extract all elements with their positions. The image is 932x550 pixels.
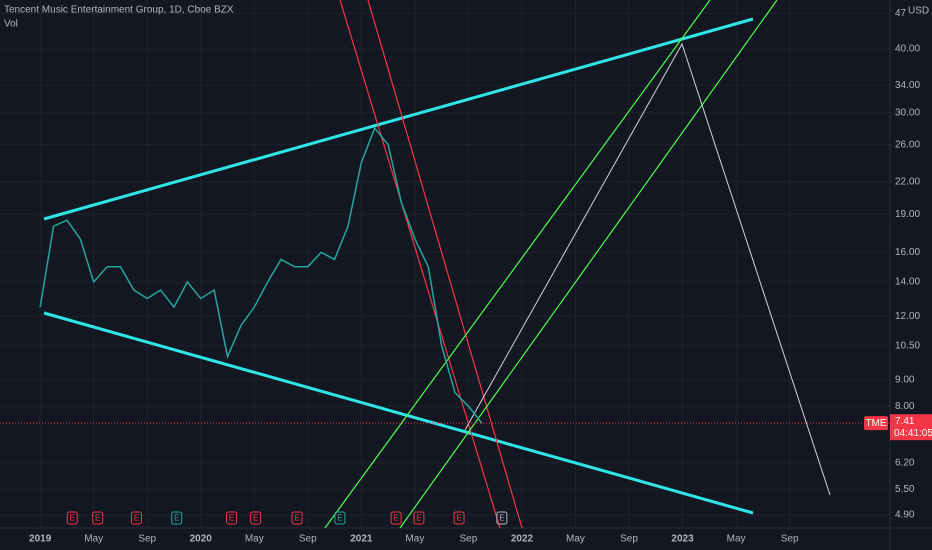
y-tick-label: 8.00 bbox=[895, 401, 915, 412]
grid bbox=[0, 0, 890, 528]
earnings-marker bbox=[226, 511, 238, 525]
y-tick-label: 16.00 bbox=[895, 247, 920, 258]
y-tick-label: 40.00 bbox=[895, 44, 920, 55]
earnings-marker bbox=[250, 511, 262, 525]
y-tick-label: 9.00 bbox=[895, 375, 915, 386]
drawings bbox=[43, 0, 831, 529]
x-tick-label: Sep bbox=[138, 534, 156, 545]
earnings-marker bbox=[496, 511, 508, 525]
earnings-marker bbox=[92, 511, 104, 525]
earnings-label: E bbox=[229, 514, 234, 523]
x-tick-label: May bbox=[84, 534, 103, 545]
y-tick-label: 26.00 bbox=[895, 139, 920, 150]
price-label: 7.41 bbox=[895, 416, 915, 427]
earnings-label: E bbox=[337, 514, 342, 523]
earnings-marker bbox=[390, 511, 402, 525]
chart-subtitle: Vol bbox=[4, 19, 18, 30]
earnings-marker bbox=[131, 511, 143, 525]
trend-line bbox=[367, 0, 523, 529]
trend-line bbox=[43, 17, 754, 221]
y-tick-label: 14.00 bbox=[895, 277, 920, 288]
price-badge bbox=[890, 414, 932, 441]
y-tick-label: 4.90 bbox=[895, 510, 915, 521]
earnings-label: E bbox=[134, 514, 139, 523]
earnings-label: E bbox=[174, 514, 179, 523]
earnings-marker bbox=[291, 511, 303, 525]
y-tick-label: 5.50 bbox=[895, 484, 915, 495]
earnings-marker bbox=[171, 511, 183, 525]
earnings-label: E bbox=[294, 514, 299, 523]
symbol-badge bbox=[864, 416, 888, 431]
trend-line bbox=[399, 0, 778, 529]
y-tick-label: 22.00 bbox=[895, 176, 920, 187]
earnings-marker bbox=[413, 511, 425, 525]
x-tick-label: 2023 bbox=[671, 534, 694, 545]
x-tick-label: 2021 bbox=[350, 534, 373, 545]
earnings-label: E bbox=[253, 514, 258, 523]
trend-line bbox=[43, 311, 754, 515]
chart-title: Tencent Music Entertainment Group, 1D, C… bbox=[4, 5, 234, 16]
y-tick-label: 12.00 bbox=[895, 311, 920, 322]
earnings-label: E bbox=[393, 514, 398, 523]
symbol-label: TME bbox=[865, 418, 886, 429]
y-tick-label: 10.50 bbox=[895, 340, 920, 351]
price-line bbox=[39, 126, 483, 424]
currency-label: USD bbox=[908, 6, 929, 17]
earnings-marker bbox=[453, 511, 465, 525]
earnings-label: E bbox=[70, 514, 75, 523]
y-tick-label: 19.00 bbox=[895, 209, 920, 220]
x-tick-label: May bbox=[245, 534, 264, 545]
x-tick-label: Sep bbox=[620, 534, 638, 545]
x-tick-label: May bbox=[405, 534, 424, 545]
x-tick-label: Sep bbox=[781, 534, 799, 545]
x-tick-label: May bbox=[566, 534, 585, 545]
trend-line bbox=[339, 0, 501, 529]
x-tick-label: 2020 bbox=[190, 534, 213, 545]
x-tick-label: Sep bbox=[299, 534, 317, 545]
projection-line bbox=[464, 42, 831, 496]
y-tick-label: 47 bbox=[895, 8, 907, 19]
earnings-marker bbox=[334, 511, 346, 525]
y-tick-label: 6.20 bbox=[895, 457, 915, 468]
x-tick-label: May bbox=[727, 534, 746, 545]
earnings-label: E bbox=[95, 514, 100, 523]
x-tick-label: 2022 bbox=[511, 534, 534, 545]
x-tick-label: Sep bbox=[460, 534, 478, 545]
earnings-marker bbox=[66, 511, 78, 525]
trend-line bbox=[324, 0, 711, 529]
earnings-label: E bbox=[416, 514, 421, 523]
earnings-label: E bbox=[499, 514, 504, 523]
y-tick-label: 34.00 bbox=[895, 80, 920, 91]
earnings-label: E bbox=[456, 514, 461, 523]
x-tick-label: 2019 bbox=[29, 534, 52, 545]
countdown-label: 04:41:05 bbox=[894, 428, 932, 439]
y-tick-label: 30.00 bbox=[895, 108, 920, 119]
